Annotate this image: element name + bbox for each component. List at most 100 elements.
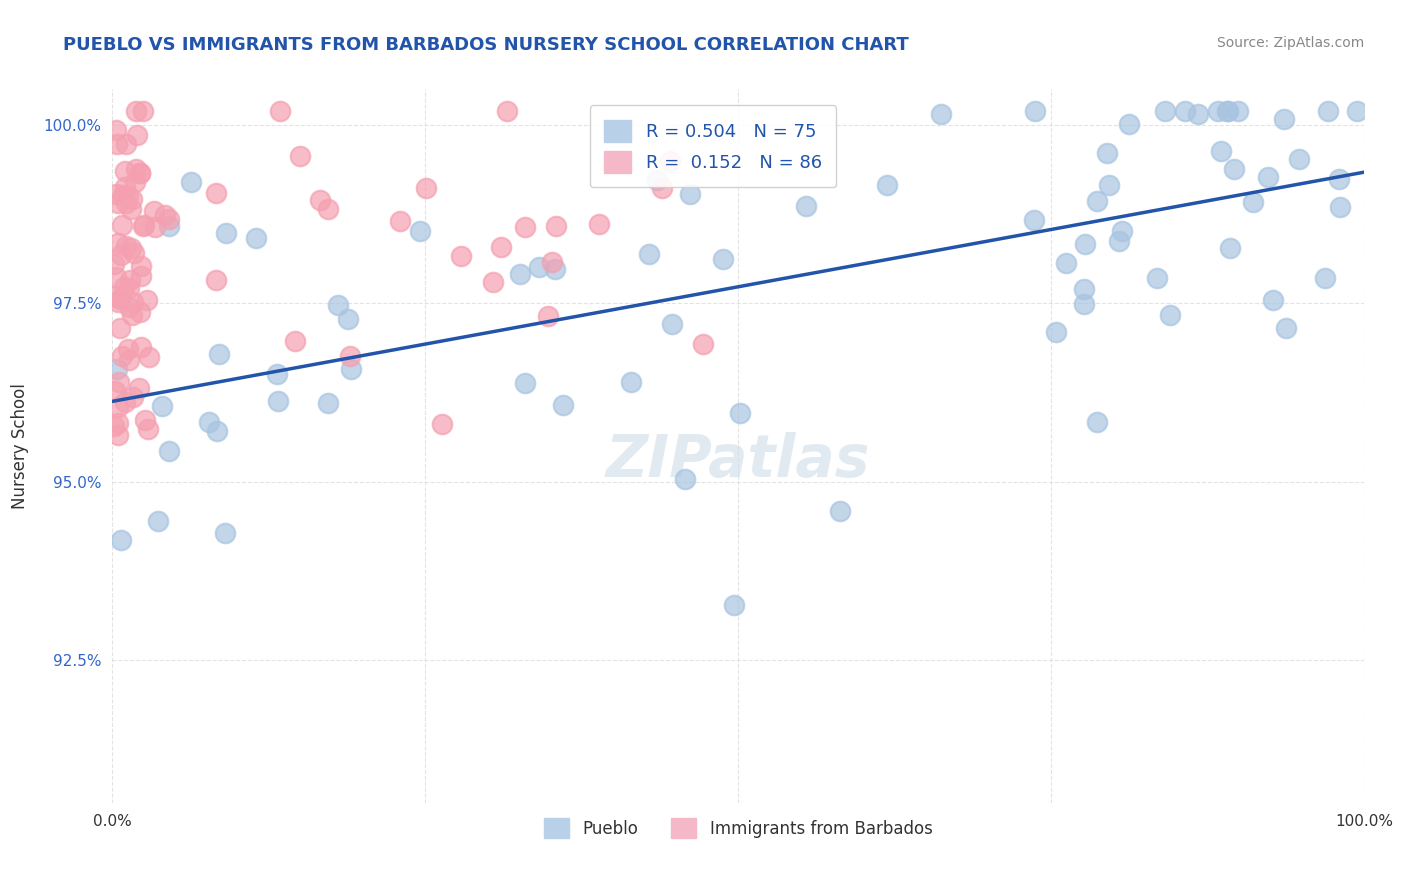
Immigrants from Barbados	[108, 321, 131, 335]
Immigrants from Barbados	[104, 123, 127, 137]
Pueblo	[1074, 237, 1097, 252]
Pueblo	[1087, 415, 1109, 429]
Immigrants from Barbados	[544, 219, 567, 233]
Pueblo	[509, 268, 531, 282]
Pueblo	[1108, 234, 1130, 248]
Pueblo	[1045, 325, 1067, 339]
Immigrants from Barbados	[132, 103, 155, 118]
Immigrants from Barbados	[120, 202, 142, 216]
Pueblo	[150, 399, 173, 413]
Pueblo	[527, 260, 550, 274]
Pueblo	[1257, 169, 1279, 184]
Immigrants from Barbados	[107, 295, 129, 310]
Immigrants from Barbados	[111, 188, 134, 202]
Pueblo	[723, 598, 745, 612]
Immigrants from Barbados	[489, 240, 512, 254]
Immigrants from Barbados	[111, 349, 134, 363]
Pueblo	[728, 406, 751, 420]
Immigrants from Barbados	[415, 181, 437, 195]
Pueblo	[1154, 103, 1177, 118]
Pueblo	[1315, 271, 1337, 285]
Immigrants from Barbados	[131, 219, 153, 233]
Pueblo	[638, 247, 661, 261]
Immigrants from Barbados	[205, 186, 228, 200]
Immigrants from Barbados	[111, 218, 134, 232]
Immigrants from Barbados	[118, 301, 141, 315]
Immigrants from Barbados	[651, 181, 673, 195]
Immigrants from Barbados	[105, 187, 128, 202]
Pueblo	[1346, 103, 1368, 118]
Immigrants from Barbados	[105, 136, 128, 151]
Pueblo	[679, 187, 702, 202]
Immigrants from Barbados	[288, 149, 311, 163]
Pueblo	[180, 175, 202, 189]
Pueblo	[1215, 103, 1237, 118]
Immigrants from Barbados	[129, 166, 152, 180]
Immigrants from Barbados	[157, 211, 180, 226]
Pueblo	[1118, 117, 1140, 131]
Pueblo	[1095, 146, 1118, 161]
Immigrants from Barbados	[104, 270, 127, 285]
Pueblo	[1187, 107, 1209, 121]
Pueblo	[409, 224, 432, 238]
Immigrants from Barbados	[121, 193, 143, 207]
Immigrants from Barbados	[309, 193, 332, 207]
Immigrants from Barbados	[103, 289, 125, 303]
Pueblo	[1218, 103, 1240, 118]
Pueblo	[105, 362, 128, 376]
Pueblo	[157, 443, 180, 458]
Pueblo	[215, 226, 238, 240]
Immigrants from Barbados	[122, 245, 145, 260]
Y-axis label: Nursery School: Nursery School	[11, 383, 30, 509]
Immigrants from Barbados	[536, 310, 558, 324]
Immigrants from Barbados	[107, 235, 129, 250]
Immigrants from Barbados	[112, 280, 135, 294]
Immigrants from Barbados	[114, 395, 136, 409]
Pueblo	[1054, 256, 1077, 270]
Pueblo	[1209, 145, 1232, 159]
Immigrants from Barbados	[125, 161, 148, 176]
Immigrants from Barbados	[138, 350, 160, 364]
Pueblo	[1329, 171, 1351, 186]
Pueblo	[266, 394, 288, 409]
Immigrants from Barbados	[125, 103, 148, 118]
Immigrants from Barbados	[120, 241, 142, 255]
Immigrants from Barbados	[129, 340, 152, 354]
Immigrants from Barbados	[107, 428, 129, 442]
Immigrants from Barbados	[129, 166, 152, 180]
Immigrants from Barbados	[115, 196, 138, 211]
Immigrants from Barbados	[481, 275, 503, 289]
Pueblo	[266, 368, 288, 382]
Immigrants from Barbados	[107, 416, 129, 430]
Immigrants from Barbados	[117, 342, 139, 356]
Immigrants from Barbados	[114, 164, 136, 178]
Pueblo	[544, 262, 567, 277]
Pueblo	[214, 526, 236, 541]
Pueblo	[1174, 103, 1197, 118]
Pueblo	[146, 515, 169, 529]
Immigrants from Barbados	[205, 273, 228, 287]
Pueblo	[1022, 213, 1045, 227]
Pueblo	[1227, 103, 1250, 118]
Immigrants from Barbados	[131, 259, 153, 273]
Immigrants from Barbados	[659, 154, 682, 169]
Immigrants from Barbados	[692, 336, 714, 351]
Immigrants from Barbados	[117, 189, 139, 203]
Immigrants from Barbados	[284, 334, 307, 349]
Pueblo	[661, 317, 683, 331]
Pueblo	[876, 178, 898, 192]
Immigrants from Barbados	[143, 219, 166, 234]
Pueblo	[326, 298, 349, 312]
Immigrants from Barbados	[121, 295, 143, 310]
Text: PUEBLO VS IMMIGRANTS FROM BARBADOS NURSERY SCHOOL CORRELATION CHART: PUEBLO VS IMMIGRANTS FROM BARBADOS NURSE…	[63, 36, 910, 54]
Pueblo	[1222, 162, 1244, 177]
Immigrants from Barbados	[134, 218, 156, 232]
Pueblo	[1241, 194, 1264, 209]
Immigrants from Barbados	[135, 293, 157, 308]
Pueblo	[1085, 194, 1108, 209]
Immigrants from Barbados	[339, 349, 361, 363]
Pueblo	[794, 199, 817, 213]
Immigrants from Barbados	[153, 208, 176, 222]
Pueblo	[198, 415, 221, 429]
Pueblo	[620, 376, 643, 390]
